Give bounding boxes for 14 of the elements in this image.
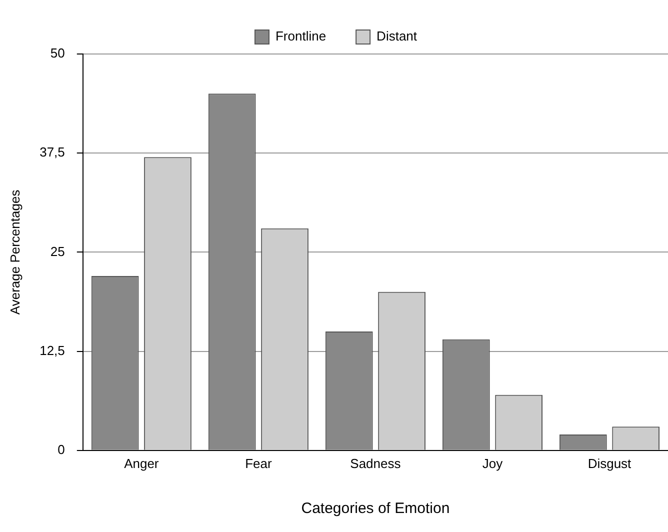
x-tick-label: Joy [482,456,504,471]
y-tick-label: 37,5 [40,144,65,160]
x-axis-title: Categories of Emotion [301,500,450,518]
y-tick-label: 50 [50,46,65,61]
y-tick-label: 0 [58,442,65,457]
x-tick-label: Anger [124,456,160,471]
legend-label: Frontline [275,28,326,44]
x-tick-label: Disgust [588,456,632,471]
y-tick-label: 12,5 [40,342,65,358]
x-tick-label: Sadness [350,456,402,471]
legend-label: Distant [376,28,418,44]
y-tick-label: 25 [50,244,65,259]
x-tick-label: Fear [245,456,272,471]
y-axis-title: Average Percentages [7,189,22,315]
